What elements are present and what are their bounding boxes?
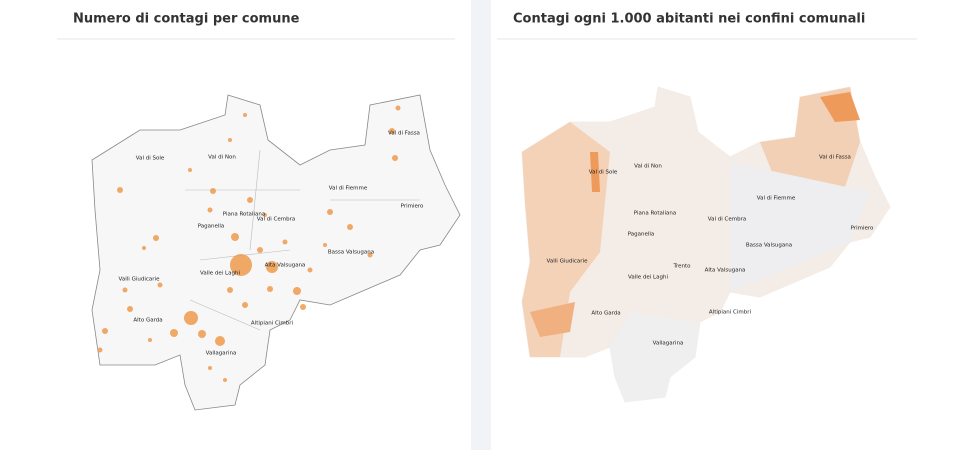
bubble	[323, 243, 327, 247]
region-label: Paganella	[628, 232, 655, 238]
region-label: Valli Giudicarie	[547, 259, 589, 265]
bubble	[208, 366, 212, 370]
bubble	[215, 336, 225, 346]
region-label: Alto Garda	[591, 311, 620, 317]
region-label: Trento	[672, 264, 691, 270]
bubbles	[97, 105, 401, 382]
region-label: Alta Valsugana	[265, 263, 306, 269]
region-label: Piana Rotaliana	[634, 211, 676, 217]
bubble	[228, 138, 232, 142]
bubble	[392, 155, 398, 161]
bubble	[223, 378, 227, 382]
bubble	[247, 197, 253, 203]
bubble	[293, 287, 301, 295]
bubble	[242, 302, 248, 308]
region-label: Valli Giudicarie	[119, 277, 161, 283]
region-label: Val di Sole	[136, 156, 165, 162]
region-label: Piana Rotaliana	[223, 212, 265, 218]
bubble	[307, 267, 313, 273]
region-label: Val di Fiemme	[757, 196, 796, 202]
region-label: Alto Garda	[133, 318, 162, 324]
bubble	[282, 239, 288, 245]
bubble	[389, 128, 395, 134]
bubble	[97, 347, 103, 353]
bubble	[127, 306, 133, 312]
bubble	[263, 213, 267, 217]
bubble	[230, 254, 252, 276]
region-label: Valle dei Laghi	[200, 271, 240, 277]
region-label: Altipiani Cimbri	[709, 310, 752, 316]
bubble	[198, 330, 206, 338]
bubble	[102, 328, 108, 334]
bubble	[227, 287, 233, 293]
region-label: Val di Non	[634, 164, 662, 170]
bubble	[148, 338, 152, 342]
bubble	[142, 246, 146, 250]
bubble	[347, 224, 353, 230]
region-label: Altipiani Cimbri	[251, 321, 294, 327]
region-label: Val di Fiemme	[329, 186, 368, 192]
region-label: Valle dei Laghi	[628, 275, 668, 281]
region-label: Vallagarina	[653, 341, 684, 347]
region-label: Val di Fassa	[388, 131, 420, 137]
bubble	[210, 188, 216, 194]
panel-title: Contagi ogni 1.000 abitanti nei confini …	[513, 12, 865, 27]
region-label: Paganella	[198, 224, 225, 230]
bubble	[257, 247, 263, 253]
bubble	[395, 105, 401, 111]
bubble	[327, 209, 333, 215]
region-label: Val di Sole	[589, 170, 618, 176]
bubble	[184, 311, 198, 325]
bubble	[267, 286, 273, 292]
region-label: Val di Fassa	[819, 155, 851, 161]
map-left	[91, 94, 461, 411]
bubble	[231, 233, 239, 241]
panel-title: Numero di contagi per comune	[73, 12, 300, 27]
region-label: Primiero	[851, 226, 874, 232]
bubble	[153, 235, 159, 241]
bubble	[122, 287, 128, 293]
bubble	[266, 261, 278, 273]
bubble	[207, 207, 213, 213]
bubble	[188, 168, 192, 172]
bubble	[243, 113, 247, 117]
region-label: Val di Cembra	[708, 217, 746, 223]
bubble	[170, 329, 178, 337]
region-label: Bassa Valsugana	[328, 250, 374, 256]
bubble	[117, 187, 123, 193]
bubble	[157, 282, 163, 288]
map-right	[521, 86, 891, 403]
region-label: Val di Cembra	[257, 217, 295, 223]
bubble	[300, 304, 306, 310]
region-label: Alta Valsugana	[705, 268, 746, 274]
region-label: Val di Non	[208, 155, 236, 161]
separator	[471, 0, 491, 450]
region-label: Primiero	[401, 204, 424, 210]
bubble	[367, 252, 373, 258]
region-label: Bassa Valsugana	[746, 243, 792, 249]
region-label: Vallagarina	[206, 351, 237, 357]
